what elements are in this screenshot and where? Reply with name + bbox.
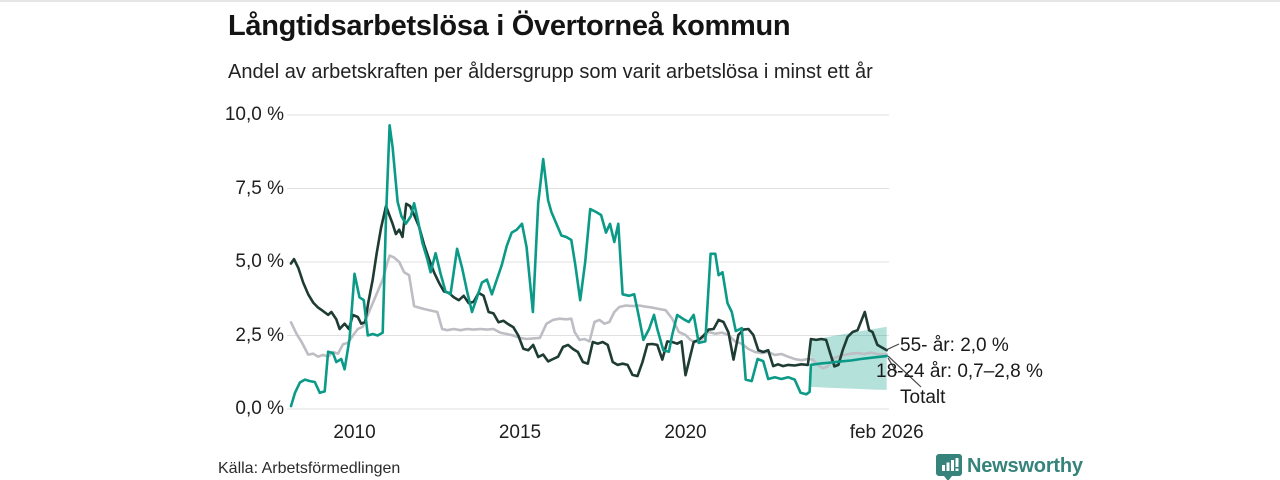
- y-tick-label: 2,5 %: [235, 324, 284, 346]
- leader-55: [885, 343, 900, 351]
- page-title: Långtidsarbetslösa i Övertorneå kommun: [228, 10, 791, 42]
- source-note: Källa: Arbetsförmedlingen: [218, 460, 401, 477]
- x-tick-label: 2015: [498, 422, 542, 443]
- annotation-55-years: 55- år: 2,0 %: [900, 335, 1009, 356]
- newsworthy-logo-icon: [936, 454, 962, 480]
- page-subtitle: Andel av arbetskraften per åldersgrupp s…: [228, 61, 873, 83]
- x-tick-label: feb 2026: [849, 422, 924, 443]
- x-tick-label: 2020: [664, 422, 707, 443]
- series-line-55: [289, 202, 889, 378]
- leader-18-24: [887, 357, 898, 374]
- uncertainty-band-18-24: [810, 326, 887, 390]
- leader-totalt: [887, 355, 922, 388]
- annotation-total: Totalt: [900, 387, 946, 408]
- series-line-totalt: [289, 254, 889, 370]
- y-tick-label: 10,0 %: [224, 104, 284, 125]
- newsworthy-brand-name: Newsworthy: [967, 455, 1083, 477]
- y-tick-label: 5,0 %: [235, 251, 284, 272]
- y-tick-label: 7,5 %: [235, 177, 284, 199]
- y-tick-label: 0,0 %: [235, 398, 284, 419]
- annotation-18-24-years: 18-24 år: 0,7–2,8 %: [876, 361, 1043, 382]
- x-tick-label: 2010: [333, 422, 376, 443]
- series-line-18-24: [289, 124, 889, 408]
